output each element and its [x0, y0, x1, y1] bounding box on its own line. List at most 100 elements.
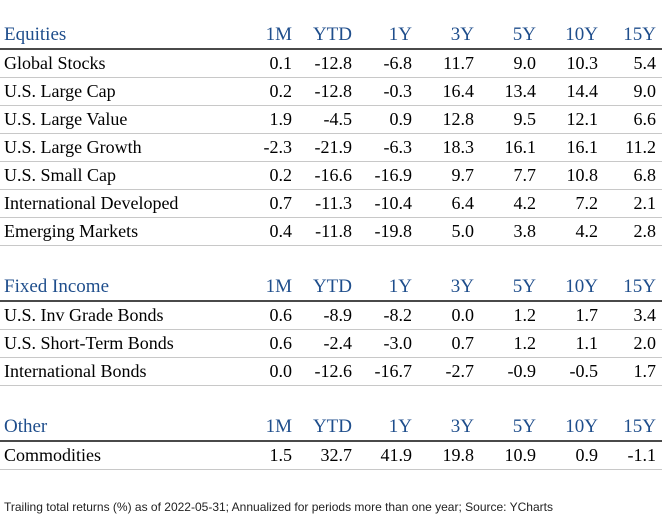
value-cell: -19.8 — [374, 221, 413, 241]
col-header: 10Y — [565, 24, 598, 45]
table-row: Global Stocks 0.1 -12.8 -6.8 11.7 9.0 10.3 5.4 — [0, 50, 662, 78]
value-cell: 12.1 — [566, 109, 599, 129]
value-cell: 1.7 — [575, 305, 599, 325]
col-header: YTD — [312, 276, 352, 297]
value-cell: 0.2 — [269, 165, 293, 185]
value-cell: -12.6 — [314, 361, 353, 381]
value-cell: 9.0 — [513, 53, 537, 73]
value-cell: 16.1 — [566, 137, 599, 157]
row-label: Emerging Markets — [4, 221, 139, 241]
value-cell: 9.0 — [633, 81, 657, 101]
value-cell: 9.5 — [513, 109, 537, 129]
value-cell: 0.7 — [451, 333, 475, 353]
value-cell: 32.7 — [320, 445, 353, 465]
col-header: 5Y — [512, 416, 536, 437]
value-cell: 0.6 — [269, 333, 293, 353]
value-cell: 7.7 — [513, 165, 537, 185]
value-cell: 1.9 — [269, 109, 293, 129]
value-cell: -8.2 — [383, 305, 413, 325]
table-row: U.S. Small Cap 0.2 -16.6 -16.9 9.7 7.7 10.8 6.8 — [0, 162, 662, 190]
value-cell: 1.1 — [575, 333, 599, 353]
value-cell: -2.3 — [263, 137, 293, 157]
row-label: U.S. Small Cap — [4, 165, 117, 185]
row-label: International Developed — [4, 193, 179, 213]
value-cell: -2.7 — [445, 361, 475, 381]
col-header: 1Y — [388, 416, 412, 437]
col-header: 1M — [265, 416, 292, 437]
value-cell: 0.0 — [269, 361, 293, 381]
value-cell: -2.4 — [323, 333, 353, 353]
value-cell: 6.6 — [633, 109, 657, 129]
table-row: U.S. Short-Term Bonds 0.6 -2.4 -3.0 0.7 1.2 1.… — [0, 330, 662, 358]
value-cell: 13.4 — [504, 81, 537, 101]
row-label: U.S. Large Growth — [4, 137, 142, 157]
value-cell: 16.4 — [442, 81, 475, 101]
fixed-income-header-row: Fixed Income 1M YTD 1Y 3Y 5Y 10Y 15Y — [0, 274, 662, 302]
col-header: YTD — [312, 416, 352, 437]
value-cell: 19.8 — [442, 445, 475, 465]
value-cell: 10.9 — [504, 445, 537, 465]
value-cell: 2.1 — [633, 193, 657, 213]
value-cell: 7.2 — [575, 193, 599, 213]
value-cell: -16.6 — [314, 165, 353, 185]
value-cell: 16.1 — [504, 137, 537, 157]
col-header: 3Y — [450, 276, 474, 297]
other-rows: Commodities 1.5 32.7 41.9 19.8 10.9 0.9 -1.1 — [0, 442, 662, 470]
table-row: U.S. Large Cap 0.2 -12.8 -0.3 16.4 13.4 14.4 9.… — [0, 78, 662, 106]
col-header: 1M — [265, 24, 292, 45]
value-cell: 2.0 — [633, 333, 657, 353]
col-header: YTD — [312, 24, 352, 45]
value-cell: 6.8 — [633, 165, 657, 185]
source-footnote: Trailing total returns (%) as of 2022-05… — [4, 500, 553, 514]
value-cell: 0.2 — [269, 81, 293, 101]
row-label: U.S. Large Cap — [4, 81, 116, 101]
table-row: U.S. Large Growth -2.3 -21.9 -6.3 18.3 16.1 16… — [0, 134, 662, 162]
table-row: Emerging Markets 0.4 -11.8 -19.8 5.0 3.8 4.2 2.… — [0, 218, 662, 246]
value-cell: -12.8 — [314, 53, 353, 73]
value-cell: -6.8 — [383, 53, 413, 73]
table-row: U.S. Inv Grade Bonds 0.6 -8.9 -8.2 0.0 1.2 1.7… — [0, 302, 662, 330]
value-cell: 5.4 — [633, 53, 657, 73]
col-header: 5Y — [512, 24, 536, 45]
value-cell: 0.9 — [575, 445, 599, 465]
equities-table: Equities 1M YTD 1Y 3Y 5Y 10Y 15Y Global … — [0, 22, 662, 246]
row-label: International Bonds — [4, 361, 147, 381]
col-header: 15Y — [623, 276, 656, 297]
value-cell: 11.2 — [625, 137, 656, 157]
value-cell: -21.9 — [314, 137, 353, 157]
table-row: Commodities 1.5 32.7 41.9 19.8 10.9 0.9 -1.1 — [0, 442, 662, 470]
value-cell: 0.4 — [269, 221, 293, 241]
value-cell: 12.8 — [442, 109, 475, 129]
value-cell: 10.8 — [566, 165, 599, 185]
value-cell: 0.7 — [269, 193, 293, 213]
col-header: 10Y — [565, 416, 598, 437]
equities-rows: Global Stocks 0.1 -12.8 -6.8 11.7 9.0 10.3 5.4 U… — [0, 50, 662, 246]
value-cell: -3.0 — [383, 333, 413, 353]
section-title: Equities — [4, 24, 67, 45]
col-header: 10Y — [565, 276, 598, 297]
value-cell: 5.0 — [451, 221, 475, 241]
value-cell: 14.4 — [566, 81, 599, 101]
value-cell: 10.3 — [566, 53, 599, 73]
row-label: Commodities — [4, 445, 102, 465]
value-cell: 0.6 — [269, 305, 293, 325]
col-header: 15Y — [623, 24, 656, 45]
value-cell: 0.1 — [269, 53, 293, 73]
row-label: U.S. Inv Grade Bonds — [4, 305, 164, 325]
col-header: 5Y — [512, 276, 536, 297]
value-cell: -11.8 — [315, 221, 352, 241]
section-title: Fixed Income — [4, 276, 110, 297]
value-cell: -4.5 — [323, 109, 353, 129]
row-label: U.S. Large Value — [4, 109, 128, 129]
other-table: Other 1M YTD 1Y 3Y 5Y 10Y 15Y Commoditie… — [0, 414, 662, 470]
col-header: 3Y — [450, 24, 474, 45]
col-header: 3Y — [450, 416, 474, 437]
value-cell: 3.8 — [513, 221, 537, 241]
row-label: U.S. Short-Term Bonds — [4, 333, 174, 353]
value-cell: -0.9 — [507, 361, 537, 381]
col-header: 1Y — [388, 24, 412, 45]
value-cell: 1.5 — [269, 445, 293, 465]
value-cell: -0.5 — [569, 361, 599, 381]
equities-header-row: Equities 1M YTD 1Y 3Y 5Y 10Y 15Y — [0, 22, 662, 50]
value-cell: -10.4 — [374, 193, 413, 213]
